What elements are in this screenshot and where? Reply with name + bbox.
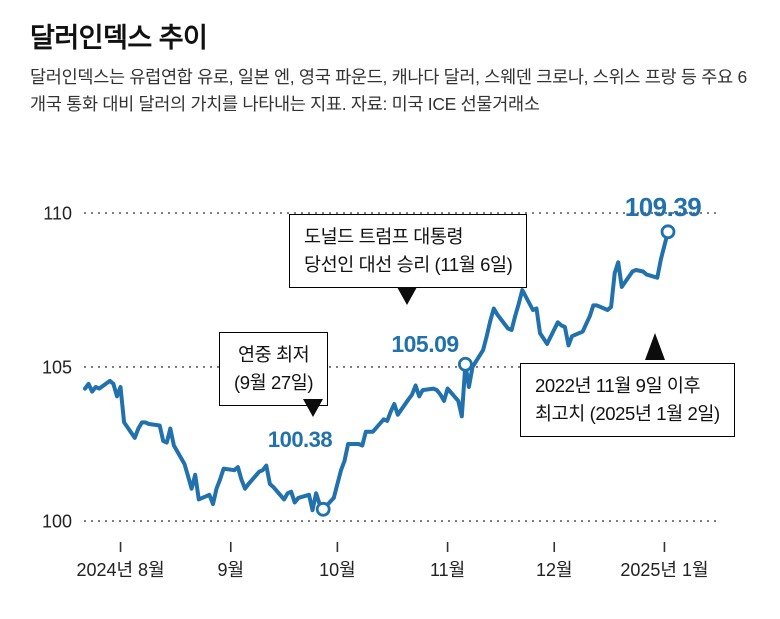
annotation-record-high: 2022년 11월 9일 이후 최고치 (2025년 1월 2일): [520, 363, 735, 437]
x-tick-label: 2024년 8월: [76, 560, 164, 580]
x-tick-label: 2025년 1월: [620, 560, 708, 580]
trump-annotation-arrow-down-icon: [397, 287, 417, 305]
chart-area: 110 105 100 2024년 8월 9월 10월 11월 12월 2025년 1월: [0, 170, 780, 619]
year-low-annotation-arrow-down-icon: [303, 399, 323, 417]
record-high-annotation-arrow-up-icon: [645, 333, 665, 360]
dollar-index-line: [83, 229, 670, 513]
annotation-year-low-line1: 연중 최저: [237, 344, 310, 365]
annotation-year-low: 연중 최저 (9월 27일): [219, 332, 329, 406]
y-tick-label-110: 110: [43, 204, 72, 224]
x-tick-label: 11월: [430, 560, 465, 580]
page-title: 달러인덱스 추이: [30, 23, 208, 53]
x-tick-label: 9월: [217, 560, 244, 580]
annotation-record-high-line2: 최고치 (2025년 1월 2일): [535, 402, 720, 424]
annotation-trump-line2: 당선인 대선 승리 (11월 6일): [304, 253, 513, 275]
value-label-109-39: 109.39: [624, 192, 702, 222]
y-tick-label-105: 105: [42, 358, 72, 378]
marker-record_high: [660, 224, 676, 240]
annotation-record-high-line1: 2022년 11월 9일 이후: [535, 375, 701, 396]
marker-year_low: [315, 501, 331, 517]
chart-description: 달러인덱스는 유럽연합 유로, 일본 엔, 영국 파운드, 캐나다 달러, 스웨…: [30, 67, 747, 115]
annotation-trump-win: 도널드 트럼프 대통령 당선인 대선 승리 (11월 6일): [289, 214, 528, 288]
line-chart-svg: 110 105 100 2024년 8월 9월 10월 11월 12월 2025년 1월: [42, 204, 718, 580]
x-tick-label: 10월: [319, 560, 356, 580]
value-label-100-38: 100.38: [267, 427, 333, 452]
annotation-trump-line1: 도널드 트럼프 대통령: [304, 226, 464, 247]
y-tick-label-100: 100: [42, 512, 72, 532]
value-label-105-09: 105.09: [391, 331, 459, 357]
x-tick-label: 12월: [536, 560, 573, 580]
annotation-year-low-line2: (9월 27일): [234, 371, 314, 393]
marker-trump_win: [457, 356, 473, 372]
